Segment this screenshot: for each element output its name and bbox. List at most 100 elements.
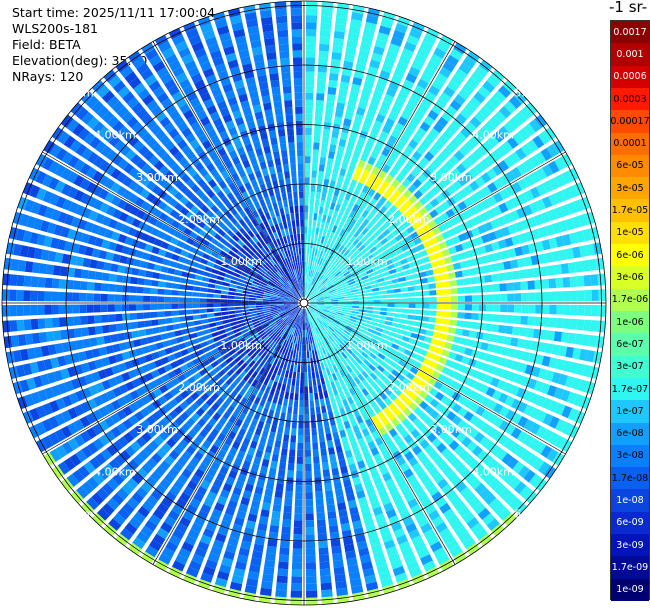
range-gate-cell bbox=[449, 280, 457, 287]
range-gate-cell bbox=[185, 291, 193, 297]
range-gate-cell bbox=[179, 103, 191, 114]
range-gate-cell bbox=[449, 495, 462, 507]
range-gate-cell bbox=[402, 336, 410, 343]
range-gate-cell bbox=[397, 116, 408, 127]
range-gate-cell bbox=[150, 105, 163, 117]
range-gate-cell bbox=[55, 196, 66, 209]
range-gate-cell bbox=[175, 383, 185, 393]
range-gate-cell bbox=[20, 348, 29, 361]
range-gate-cell bbox=[377, 246, 386, 254]
range-gate-cell bbox=[544, 370, 555, 382]
range-gate-cell bbox=[466, 517, 480, 530]
range-gate-cell bbox=[403, 349, 413, 357]
range-gate-cell bbox=[344, 207, 351, 216]
range-gate-cell bbox=[238, 185, 247, 194]
range-gate-cell bbox=[536, 410, 547, 423]
range-gate-cell bbox=[272, 217, 278, 225]
range-gate-cell bbox=[305, 534, 315, 542]
range-gate-cell bbox=[326, 345, 332, 353]
range-gate-cell bbox=[138, 145, 150, 157]
range-gate-cell bbox=[329, 311, 337, 315]
range-gate-cell bbox=[155, 111, 167, 123]
range-gate-cell bbox=[259, 199, 266, 208]
range-gate-cell bbox=[388, 515, 400, 526]
range-gate-cell bbox=[414, 486, 425, 497]
range-gate-cell bbox=[325, 281, 332, 287]
range-gate-cell bbox=[284, 316, 290, 323]
range-gate-cell bbox=[171, 290, 179, 296]
range-gate-cell bbox=[217, 69, 229, 80]
range-gate-cell bbox=[164, 122, 175, 134]
range-gate-cell bbox=[320, 575, 332, 584]
range-gate-cell bbox=[9, 289, 17, 301]
range-gate-cell bbox=[333, 30, 345, 40]
range-gate-cell bbox=[16, 274, 25, 287]
range-gate-cell bbox=[300, 337, 302, 345]
range-gate-cell bbox=[285, 273, 291, 281]
range-gate-cell bbox=[325, 497, 335, 506]
range-gate-cell bbox=[242, 533, 253, 543]
range-gate-cell bbox=[44, 304, 52, 315]
range-gate-cell bbox=[361, 209, 369, 218]
range-gate-cell bbox=[316, 296, 324, 300]
range-gate-cell bbox=[253, 278, 261, 284]
range-gate-cell bbox=[315, 342, 319, 350]
range-gate-cell bbox=[238, 278, 246, 284]
range-gate-cell bbox=[396, 373, 406, 382]
range-gate-cell bbox=[323, 178, 330, 187]
range-gate-cell bbox=[192, 240, 201, 249]
range-gate-cell bbox=[316, 305, 324, 307]
range-gate-cell bbox=[321, 589, 333, 598]
range-gate-cell bbox=[233, 568, 246, 578]
range-gate-cell bbox=[198, 244, 207, 252]
range-gate-cell bbox=[403, 162, 414, 172]
range-gate-cell bbox=[364, 335, 372, 341]
range-gate-cell bbox=[100, 293, 108, 302]
range-gate-cell bbox=[358, 244, 366, 252]
range-gate-cell bbox=[429, 237, 438, 246]
range-gate-cell bbox=[294, 205, 299, 213]
range-gate-cell bbox=[255, 298, 263, 301]
range-gate-cell bbox=[206, 338, 215, 345]
range-gate-cell bbox=[301, 308, 303, 316]
range-gate-cell bbox=[270, 306, 278, 309]
range-gate-cell bbox=[67, 155, 80, 168]
range-gate-cell bbox=[218, 329, 226, 335]
range-gate-cell bbox=[114, 221, 125, 232]
range-gate-cell bbox=[129, 427, 140, 439]
range-gate-cell bbox=[61, 342, 71, 353]
range-gate-cell bbox=[325, 230, 331, 238]
range-gate-cell bbox=[486, 195, 497, 207]
range-gate-cell bbox=[492, 205, 502, 217]
range-gate-cell bbox=[124, 360, 134, 370]
range-gate-cell bbox=[277, 307, 285, 310]
range-gate-cell bbox=[431, 79, 444, 91]
range-gate-cell bbox=[488, 478, 501, 491]
range-gate-cell bbox=[361, 247, 369, 255]
range-gate-cell bbox=[337, 310, 345, 314]
range-gate-cell bbox=[388, 268, 397, 275]
range-gate-cell bbox=[244, 113, 254, 123]
range-gate-cell bbox=[353, 368, 361, 376]
range-gate-cell bbox=[248, 297, 256, 301]
range-gate-cell bbox=[179, 233, 189, 242]
range-gate-cell bbox=[172, 66, 185, 78]
range-gate-cell bbox=[211, 251, 220, 259]
range-gate-cell bbox=[291, 303, 299, 305]
range-gate-cell bbox=[67, 366, 77, 378]
range-gate-cell bbox=[330, 297, 338, 300]
range-gate-cell bbox=[330, 137, 338, 146]
range-gate-cell bbox=[395, 351, 404, 359]
range-gate-cell bbox=[283, 398, 289, 407]
range-gate-cell bbox=[44, 206, 55, 219]
range-gate-cell bbox=[96, 105, 109, 119]
range-gate-cell bbox=[360, 236, 368, 244]
range-gate-cell bbox=[187, 428, 198, 439]
range-gate-cell bbox=[285, 355, 290, 364]
range-gate-cell bbox=[505, 185, 516, 197]
range-gate-cell bbox=[584, 289, 592, 301]
range-gate-cell bbox=[231, 574, 244, 585]
range-gate-cell bbox=[473, 91, 486, 104]
range-gate-cell bbox=[106, 149, 118, 162]
range-gate-cell bbox=[485, 284, 493, 293]
